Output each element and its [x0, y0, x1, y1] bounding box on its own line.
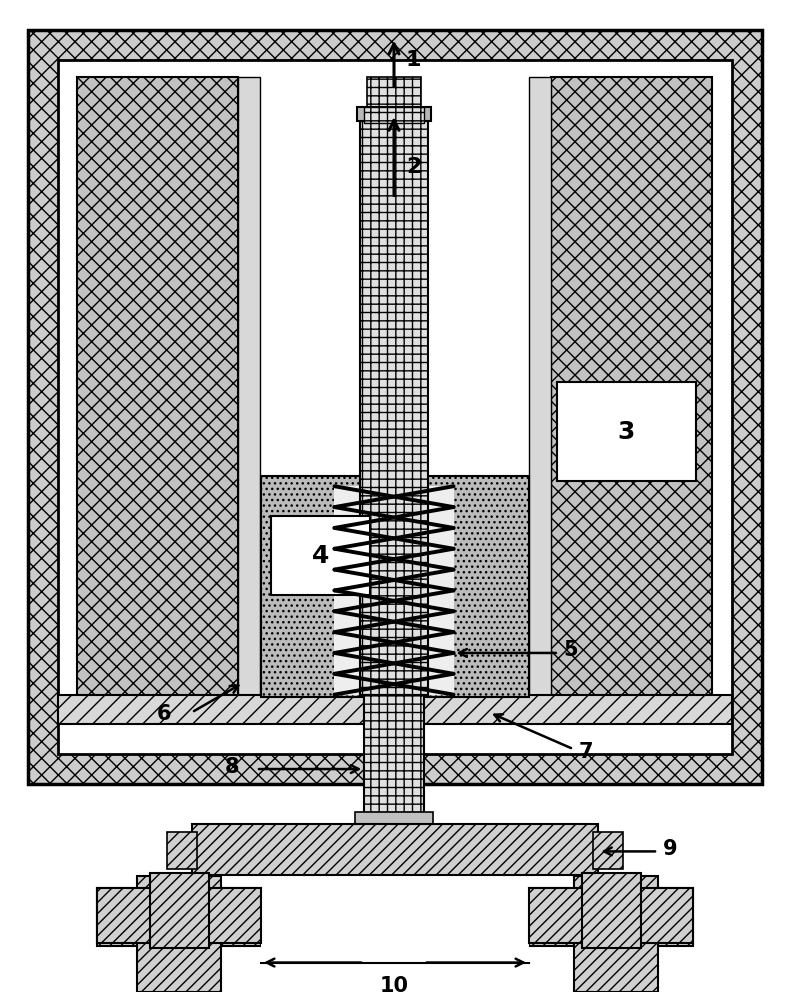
Bar — [557, 382, 696, 481]
Text: 4: 4 — [312, 544, 329, 568]
Bar — [355, 812, 432, 824]
Text: 1: 1 — [406, 50, 421, 70]
Bar — [574, 888, 658, 900]
Bar — [551, 77, 712, 717]
Bar — [365, 695, 424, 824]
Bar — [77, 77, 238, 717]
Bar — [192, 824, 598, 875]
Bar — [58, 695, 732, 724]
Bar — [150, 873, 209, 948]
Bar — [261, 476, 529, 697]
Bar — [529, 77, 551, 717]
Bar — [593, 832, 623, 869]
Bar — [58, 60, 732, 754]
Bar — [367, 77, 421, 107]
Text: 6: 6 — [157, 704, 172, 724]
Text: 5: 5 — [563, 640, 578, 660]
Bar — [335, 486, 454, 695]
Bar — [261, 888, 529, 997]
Bar — [238, 77, 260, 717]
Text: 8: 8 — [225, 757, 239, 777]
Bar — [529, 888, 693, 943]
Text: 2: 2 — [406, 157, 421, 177]
Text: 3: 3 — [618, 420, 635, 444]
Bar — [97, 888, 261, 946]
Bar — [365, 107, 424, 123]
Bar — [574, 876, 658, 992]
Bar — [357, 107, 431, 121]
Bar — [166, 832, 196, 869]
Bar — [271, 516, 370, 595]
Bar — [137, 888, 222, 900]
Bar — [581, 873, 641, 948]
Bar — [361, 121, 428, 695]
Bar — [529, 888, 693, 946]
Text: 10: 10 — [380, 976, 409, 996]
Bar — [260, 77, 530, 717]
Bar — [97, 888, 261, 943]
Text: 7: 7 — [578, 742, 593, 762]
Bar — [137, 876, 222, 992]
Bar — [28, 30, 762, 784]
Text: 9: 9 — [663, 839, 678, 859]
